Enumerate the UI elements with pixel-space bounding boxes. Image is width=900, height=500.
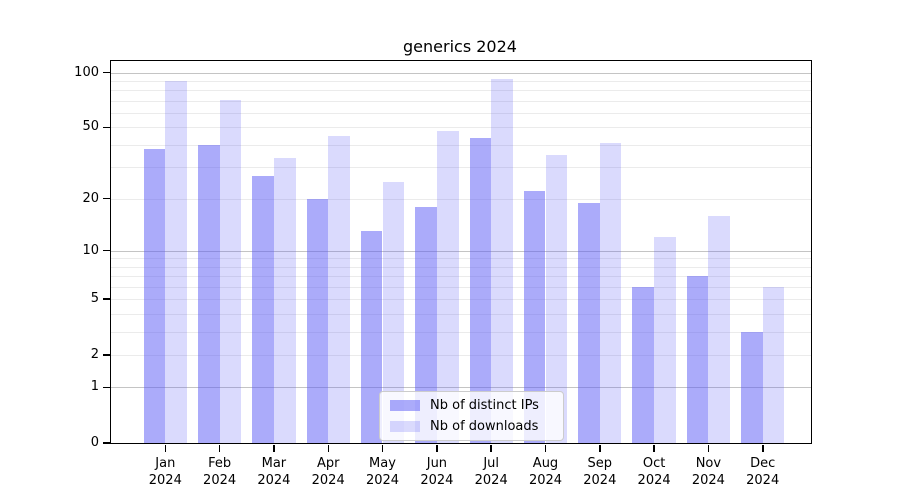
x-tick [762,444,764,452]
x-tick [164,444,166,452]
bar-distinct-ips-apr [306,198,329,443]
bar-downloads-may [382,181,405,443]
gridline-minor [111,145,811,146]
bar-downloads-sep [599,143,622,443]
y-tick-label: 1 [90,379,99,395]
x-tick [218,444,221,452]
bar-distinct-ips-sep [578,202,600,443]
x-tick [544,444,547,452]
gridline-minor [111,266,811,268]
y-tick-label: 100 [74,64,99,80]
legend-swatch-downloads [390,421,420,432]
y-tick [102,298,110,300]
x-tick-label: Nov 2024 [691,456,725,488]
legend-label-distinct-ips: Nb of distinct IPs [430,398,539,413]
y-tick [102,386,110,389]
bar-downloads-jul [491,79,513,443]
y-tick-label: 50 [82,119,99,135]
y-tick [102,354,110,356]
bar-downloads-apr [328,135,350,443]
x-tick [381,444,384,452]
legend-item-distinct-ips: Nb of distinct IPs [390,397,553,414]
gridline-minor [111,313,811,315]
gridline-minor [111,331,811,333]
x-tick [273,444,275,452]
x-tick-label: Feb 2024 [203,456,237,488]
bar-downloads-feb [219,99,242,443]
bar-downloads-oct [654,237,676,443]
plot-area: Nb of distinct IPs Nb of downloads 100 50… [74,60,812,488]
x-tick [653,444,655,452]
gridline-minor [111,100,811,102]
bar-distinct-ips-may [360,231,383,443]
y-tick-label: 0 [90,435,99,450]
gridline-major [111,250,811,252]
bar-downloads-mar [273,157,296,443]
bar-distinct-ips-jan [143,149,166,443]
gridline-major [111,72,811,74]
y-tick-label: 10 [82,242,99,258]
legend-item-downloads: Nb of downloads [390,418,553,435]
y-tick [102,71,110,74]
x-tick-label: Dec 2024 [746,456,780,488]
x-tick-label: Jul 2024 [474,456,508,488]
x-tick [436,444,438,452]
x-tick-label: May 2024 [365,456,400,488]
bar-distinct-ips-jul [469,137,492,443]
bar-distinct-ips-nov [686,276,709,443]
bar-distinct-ips-oct [632,286,655,443]
gridline-minor [111,354,811,356]
gridline-minor [111,286,811,288]
gridline-minor [111,299,811,301]
x-tick-label: Jan 2024 [148,456,182,488]
y-tick [102,249,110,252]
y-tick [102,442,110,444]
gridline-minor [111,113,811,115]
x-tick [490,444,492,452]
legend: Nb of distinct IPs Nb of downloads [379,391,564,441]
bar-downloads-jan [165,81,187,443]
x-tick-label: Apr 2024 [311,456,345,488]
y-tick-label: 20 [82,190,99,206]
x-tick-label: Aug 2024 [528,456,563,488]
y-tick-label: 2 [90,346,99,362]
gridline-minor [111,167,811,169]
x-tick-label: Mar 2024 [257,456,291,488]
x-tick [327,444,329,452]
bar-downloads-jun [436,130,459,443]
y-tick [102,197,110,200]
legend-swatch-distinct-ips [390,400,420,411]
bar-downloads-nov [708,215,731,443]
x-tick-label: Sep 2024 [583,456,617,488]
bar-distinct-ips-dec [741,331,763,443]
x-tick [599,444,601,452]
legend-label-downloads: Nb of downloads [430,419,539,434]
bar-distinct-ips-aug [523,191,546,443]
bar-distinct-ips-feb [197,145,220,443]
bar-downloads-dec [762,286,785,443]
bar-distinct-ips-mar [252,175,274,443]
x-tick-label: Oct 2024 [637,456,671,488]
chart-title: generics 2024 [403,37,517,56]
gridline-minor [111,258,811,260]
gridline-minor [111,127,811,129]
gridline-minor [111,276,811,278]
gridline-minor [111,81,811,82]
bar-downloads-aug [545,155,568,443]
gridline-major [111,387,811,389]
bar-distinct-ips-jun [415,206,437,443]
y-tick-label: 5 [90,291,99,307]
x-tick [707,444,710,452]
y-tick [102,126,110,129]
x-tick-label: Jun 2024 [420,456,454,488]
gridline-minor [111,90,811,92]
gridline-minor [111,198,811,200]
